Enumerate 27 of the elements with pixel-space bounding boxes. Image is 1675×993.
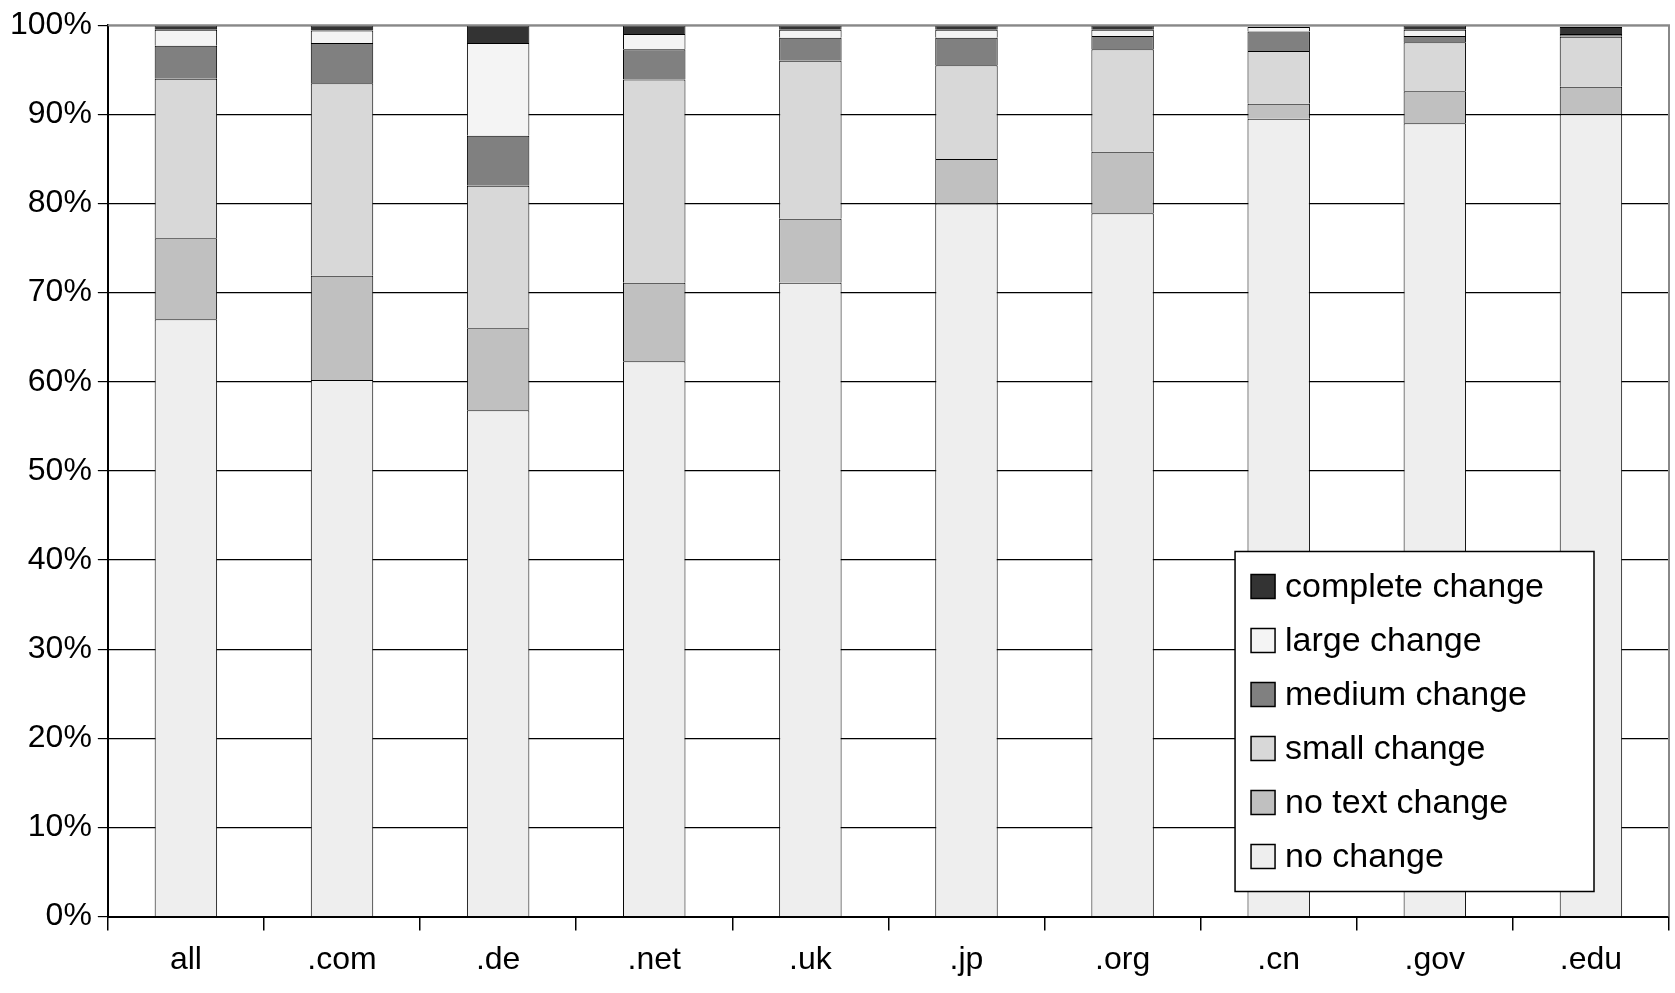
legend-label: no text change bbox=[1285, 781, 1509, 820]
y-tick-label: 70% bbox=[27, 272, 92, 309]
x-tick-label: all bbox=[169, 939, 202, 976]
y-tick-label: 10% bbox=[27, 807, 92, 844]
legend-label: complete change bbox=[1285, 565, 1544, 604]
x-tick-label: .edu bbox=[1559, 939, 1623, 976]
y-tick-label: 80% bbox=[27, 183, 92, 220]
y-tick-label: 0% bbox=[45, 896, 92, 933]
legend-label: small change bbox=[1285, 727, 1486, 766]
x-tick-label: .de bbox=[475, 939, 521, 976]
y-tick-label: 50% bbox=[27, 450, 92, 487]
y-tick-label: 60% bbox=[27, 361, 92, 398]
x-tick-label: .org bbox=[1095, 939, 1151, 976]
x-tick-label: .cn bbox=[1257, 939, 1301, 976]
y-tick-label: 30% bbox=[27, 629, 92, 666]
x-tick-label: .com bbox=[307, 939, 377, 976]
y-tick-label: 40% bbox=[27, 539, 92, 576]
y-tick-label: 90% bbox=[27, 94, 92, 131]
x-tick-label: .uk bbox=[789, 939, 833, 976]
x-tick-label: .net bbox=[627, 939, 682, 976]
x-tick-label: .gov bbox=[1404, 939, 1466, 976]
x-tick-label: .jp bbox=[949, 939, 984, 976]
legend-label: no change bbox=[1285, 835, 1444, 874]
legend-label: large change bbox=[1285, 619, 1482, 658]
y-tick-label: 20% bbox=[27, 718, 92, 755]
y-tick-label: 100% bbox=[10, 5, 92, 42]
legend-label: medium change bbox=[1285, 673, 1527, 712]
